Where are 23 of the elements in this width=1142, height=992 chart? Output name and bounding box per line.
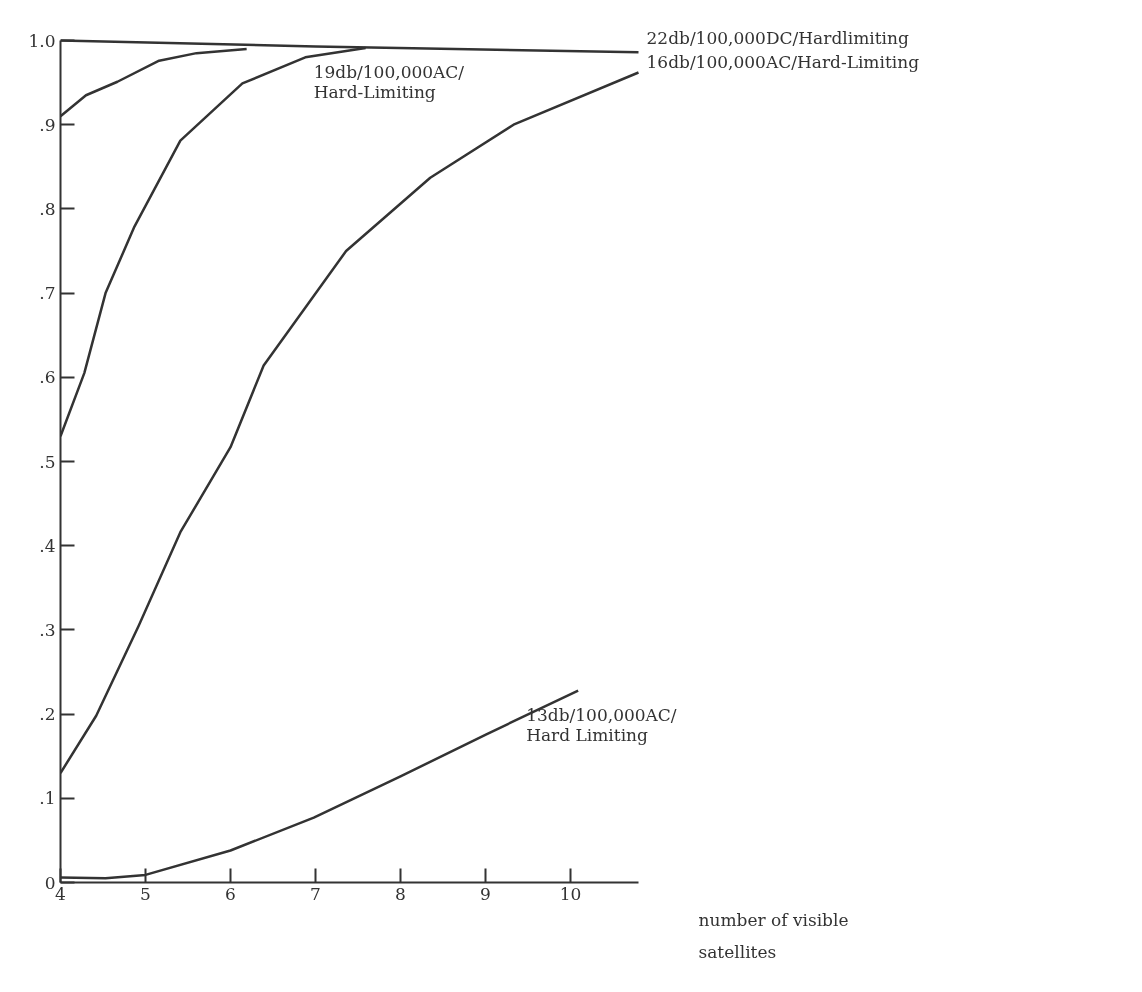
x-tick-label: 9 (480, 883, 491, 904)
x-tick-label: 5 (140, 883, 151, 904)
y-tick-label: .1 (39, 788, 56, 809)
y-tick-label: .2 (39, 704, 56, 725)
x-tick-label: 10 (559, 883, 582, 904)
y-tick-label: 0 (44, 872, 56, 893)
series-label: 19db/100,000AC/Hard-Limiting (313, 62, 465, 103)
x-tick-label: 8 (395, 883, 406, 904)
y-tick-label: .7 (39, 283, 56, 304)
y-tick-label: 1.0 (28, 30, 56, 51)
y-tick-label: .3 (39, 619, 56, 640)
x-tick-label: 7 (310, 883, 321, 904)
y-tick-label: .8 (39, 198, 56, 219)
y-tick-label: .4 (39, 535, 56, 556)
y-tick-label: .9 (39, 114, 56, 135)
x-tick-label: 6 (225, 883, 236, 904)
y-tick-label: .5 (39, 451, 56, 472)
series-label: 22db/100,000DC/Hardlimiting (646, 28, 909, 49)
x-axis-title: number of visible satellites (698, 909, 849, 962)
y-tick-label: .6 (39, 367, 56, 388)
series-label: 16db/100,000AC/Hard-Limiting (646, 52, 920, 73)
series-label: 13db/100,000AC/Hard Limiting (526, 704, 677, 745)
x-tick-label: 4 (55, 883, 66, 904)
